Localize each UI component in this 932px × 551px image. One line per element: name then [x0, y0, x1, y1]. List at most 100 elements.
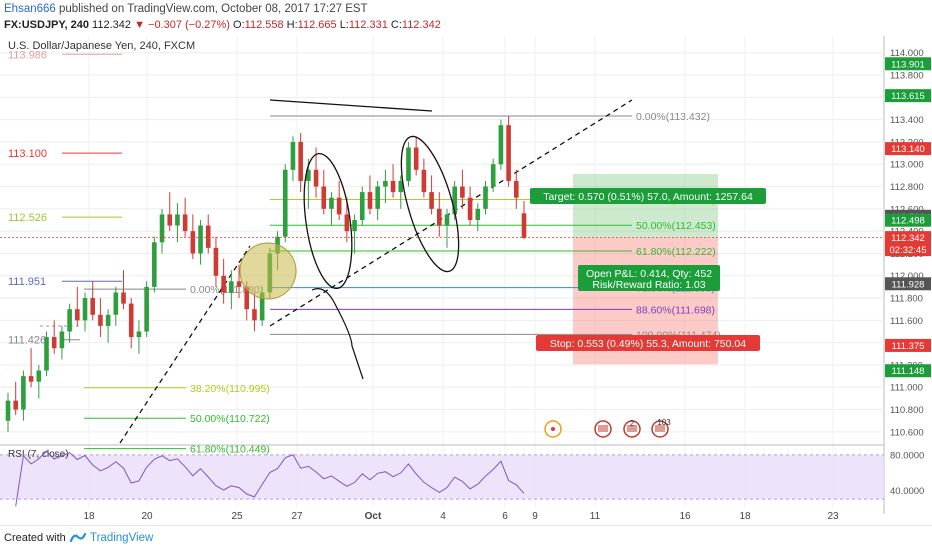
- level-label: 113.100: [8, 148, 47, 160]
- candle-body: [521, 213, 527, 238]
- candle-body: [13, 400, 19, 410]
- author-link[interactable]: Ehsan666: [4, 3, 56, 15]
- price-badge-text: 02:32:45: [890, 245, 927, 256]
- candle-body: [352, 219, 357, 232]
- rsi-band: [0, 454, 884, 500]
- target-label-box: [530, 188, 766, 204]
- trend-line-dashed: [269, 99, 633, 327]
- price-badge-text: 111.375: [892, 341, 925, 352]
- price-badge: [885, 338, 931, 352]
- candle-body: [36, 370, 42, 382]
- candle-body: [390, 180, 396, 193]
- candle-body: [506, 125, 511, 181]
- candle-body: [452, 186, 457, 215]
- x-tick-label: 6: [502, 511, 508, 522]
- candle-body: [444, 214, 450, 226]
- candle-body: [290, 141, 296, 170]
- price-badge: [885, 243, 931, 257]
- price-badge-text: 113.901: [891, 59, 925, 70]
- low-label: L:: [339, 19, 349, 31]
- trend-line-dashed: [119, 245, 251, 444]
- price-chart[interactable]: 114.000113.800113.600113.400113.200113.0…: [0, 36, 932, 525]
- candle-body: [383, 180, 388, 187]
- x-tick-label: 25: [231, 511, 243, 522]
- rsi-title: RSI (7, close): [8, 449, 69, 460]
- candle-body: [467, 197, 473, 220]
- rsi-tick-label: 80.0000: [890, 450, 924, 461]
- candle-body: [321, 186, 327, 209]
- symbol-label[interactable]: FX:USDJPY, 240: [4, 19, 89, 31]
- candle-body: [513, 180, 519, 198]
- candle-body: [282, 169, 288, 237]
- open-label: O:: [233, 19, 245, 31]
- candle-body: [175, 214, 180, 226]
- us-flag-stripes: [655, 425, 665, 432]
- resistance-line: [269, 99, 433, 112]
- candle-body: [105, 314, 111, 326]
- candle-body: [436, 208, 442, 226]
- candle-body: [28, 376, 34, 382]
- event-count: 103: [657, 418, 671, 427]
- candle-body: [406, 147, 411, 181]
- candle-body: [90, 298, 96, 315]
- price-badge-text: 113.140: [891, 144, 925, 155]
- stop-label-text: Stop: 0.553 (0.49%) 55.3, Amount: 750.04: [550, 338, 746, 350]
- last-price: 112.342: [92, 19, 131, 31]
- y-tick-label: 113.800: [890, 71, 924, 82]
- fib-label: 61.80%(112.222): [636, 246, 716, 258]
- pnl-label-box: [578, 265, 720, 291]
- price-badge-text: 113.615: [891, 91, 925, 102]
- price-badge: [885, 213, 931, 227]
- annotation-stroke: [311, 288, 364, 380]
- candle-body: [298, 141, 303, 181]
- candle-body: [483, 186, 488, 209]
- created-with-text: Created with: [4, 532, 66, 544]
- x-tick-label: 27: [291, 511, 303, 522]
- candle-body: [205, 225, 211, 248]
- chart-header: Ehsan666 published on TradingView.com, O…: [0, 0, 932, 38]
- publish-line: Ehsan666 published on TradingView.com, O…: [4, 3, 368, 15]
- fib-label: 0.00%(113.432): [636, 111, 710, 123]
- target-label-text: Target: 0.570 (0.51%) 57.0, Amount: 1257…: [543, 191, 753, 203]
- y-tick-label: 113.400: [890, 115, 924, 126]
- candle-body: [98, 314, 103, 326]
- event-count: 2: [630, 419, 635, 428]
- x-tick-label: Oct: [365, 511, 382, 522]
- candle-body: [398, 180, 404, 193]
- candle-body: [44, 337, 49, 371]
- annotation-ellipse: [303, 152, 353, 290]
- x-tick-label: 4: [440, 511, 446, 522]
- level-label: 111.951: [8, 276, 46, 288]
- candle-body: [344, 214, 350, 232]
- us-flag-stripes: [598, 425, 608, 432]
- published-text: published on TradingView.com, October 08…: [59, 3, 368, 15]
- target-zone: [573, 174, 718, 238]
- rsi-line: [15, 450, 525, 507]
- high-label: H:: [286, 19, 298, 31]
- close-value: 112.342: [401, 19, 441, 31]
- candle-body: [229, 281, 234, 293]
- candle-body: [190, 231, 196, 254]
- down-triangle-icon: ▼: [134, 19, 145, 31]
- x-tick-label: 11: [590, 511, 601, 522]
- price-badge-text: 112.498: [891, 216, 925, 227]
- tradingview-brand[interactable]: TradingView: [90, 532, 154, 544]
- y-tick-label: 113.000: [890, 160, 924, 171]
- event-dot-icon: [551, 427, 555, 431]
- candle-body: [82, 298, 88, 321]
- price-badge: [885, 277, 931, 291]
- y-tick-label: 110.600: [890, 427, 924, 438]
- candle-body: [113, 292, 119, 315]
- tradingview-logo-icon: [70, 532, 86, 543]
- rsi-tick-label: 40.0000: [890, 486, 924, 497]
- high-value: 112.665: [297, 19, 337, 31]
- price-change: −0.307 (−0.27%): [148, 19, 230, 31]
- y-tick-label: 112.000: [890, 271, 924, 282]
- candle-body: [152, 242, 157, 287]
- x-tick-label: 9: [532, 511, 538, 522]
- low-value: 112.331: [348, 19, 388, 31]
- candle-body: [144, 286, 149, 332]
- y-tick-label: 111.800: [890, 294, 923, 305]
- x-tick-label: 20: [141, 511, 153, 522]
- candle-body: [75, 309, 80, 321]
